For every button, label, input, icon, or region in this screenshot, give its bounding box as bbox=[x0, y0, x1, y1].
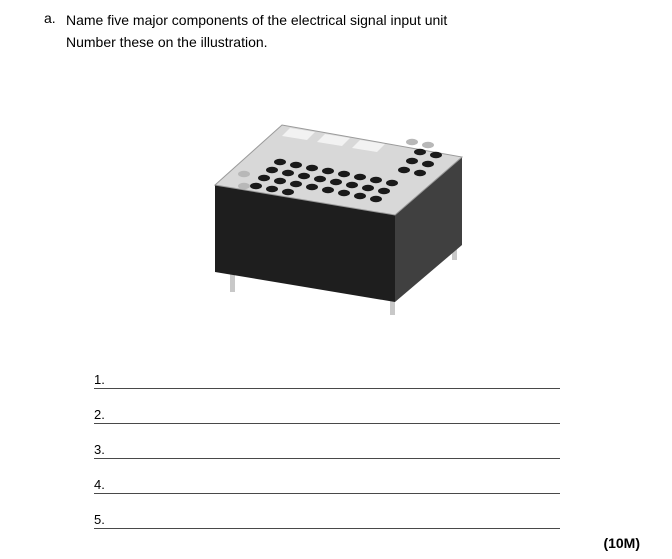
jack bbox=[322, 168, 334, 174]
marks: (10M) bbox=[603, 535, 640, 551]
jack bbox=[282, 189, 294, 195]
jack bbox=[422, 142, 434, 148]
jack bbox=[354, 174, 366, 180]
jack bbox=[354, 193, 366, 199]
answers: 1. 2. 3. 4. 5. bbox=[94, 368, 560, 529]
answer-line[interactable]: 3. bbox=[94, 438, 560, 459]
answer-num: 3. bbox=[94, 442, 105, 458]
answer-line[interactable]: 2. bbox=[94, 403, 560, 424]
answer-num: 1. bbox=[94, 372, 105, 388]
jack bbox=[338, 190, 350, 196]
jack bbox=[398, 167, 410, 173]
jack bbox=[266, 186, 278, 192]
jack bbox=[338, 171, 350, 177]
jack bbox=[238, 183, 250, 189]
jack bbox=[414, 170, 426, 176]
jack bbox=[238, 171, 250, 177]
jack bbox=[274, 178, 286, 184]
jack bbox=[378, 188, 390, 194]
jack bbox=[406, 158, 418, 164]
jack bbox=[290, 181, 302, 187]
jack bbox=[370, 196, 382, 202]
jack bbox=[370, 177, 382, 183]
jack bbox=[250, 183, 262, 189]
answer-line[interactable]: 1. bbox=[94, 368, 560, 389]
jack bbox=[266, 167, 278, 173]
jack bbox=[306, 184, 318, 190]
answer-line[interactable]: 5. bbox=[94, 508, 560, 529]
answer-num: 5. bbox=[94, 512, 105, 528]
jack bbox=[282, 170, 294, 176]
illustration bbox=[180, 70, 480, 320]
jack bbox=[406, 139, 418, 145]
page: a. Name five major components of the ele… bbox=[0, 0, 672, 559]
answer-num: 4. bbox=[94, 477, 105, 493]
answer-line[interactable]: 4. bbox=[94, 473, 560, 494]
jack bbox=[298, 173, 310, 179]
question-line-1: Name five major components of the electr… bbox=[66, 10, 447, 31]
jack bbox=[346, 182, 358, 188]
device-svg bbox=[180, 70, 480, 320]
jack bbox=[362, 185, 374, 191]
jack bbox=[422, 161, 434, 167]
jack bbox=[322, 187, 334, 193]
jack bbox=[306, 165, 318, 171]
jack bbox=[430, 152, 442, 158]
question-label: a. bbox=[44, 10, 56, 26]
jack bbox=[258, 175, 270, 181]
question-line-2: Number these on the illustration. bbox=[66, 32, 268, 53]
jack bbox=[330, 179, 342, 185]
jack bbox=[386, 180, 398, 186]
jack bbox=[290, 162, 302, 168]
answer-num: 2. bbox=[94, 407, 105, 423]
jack bbox=[274, 159, 286, 165]
jack bbox=[414, 149, 426, 155]
jack bbox=[314, 176, 326, 182]
